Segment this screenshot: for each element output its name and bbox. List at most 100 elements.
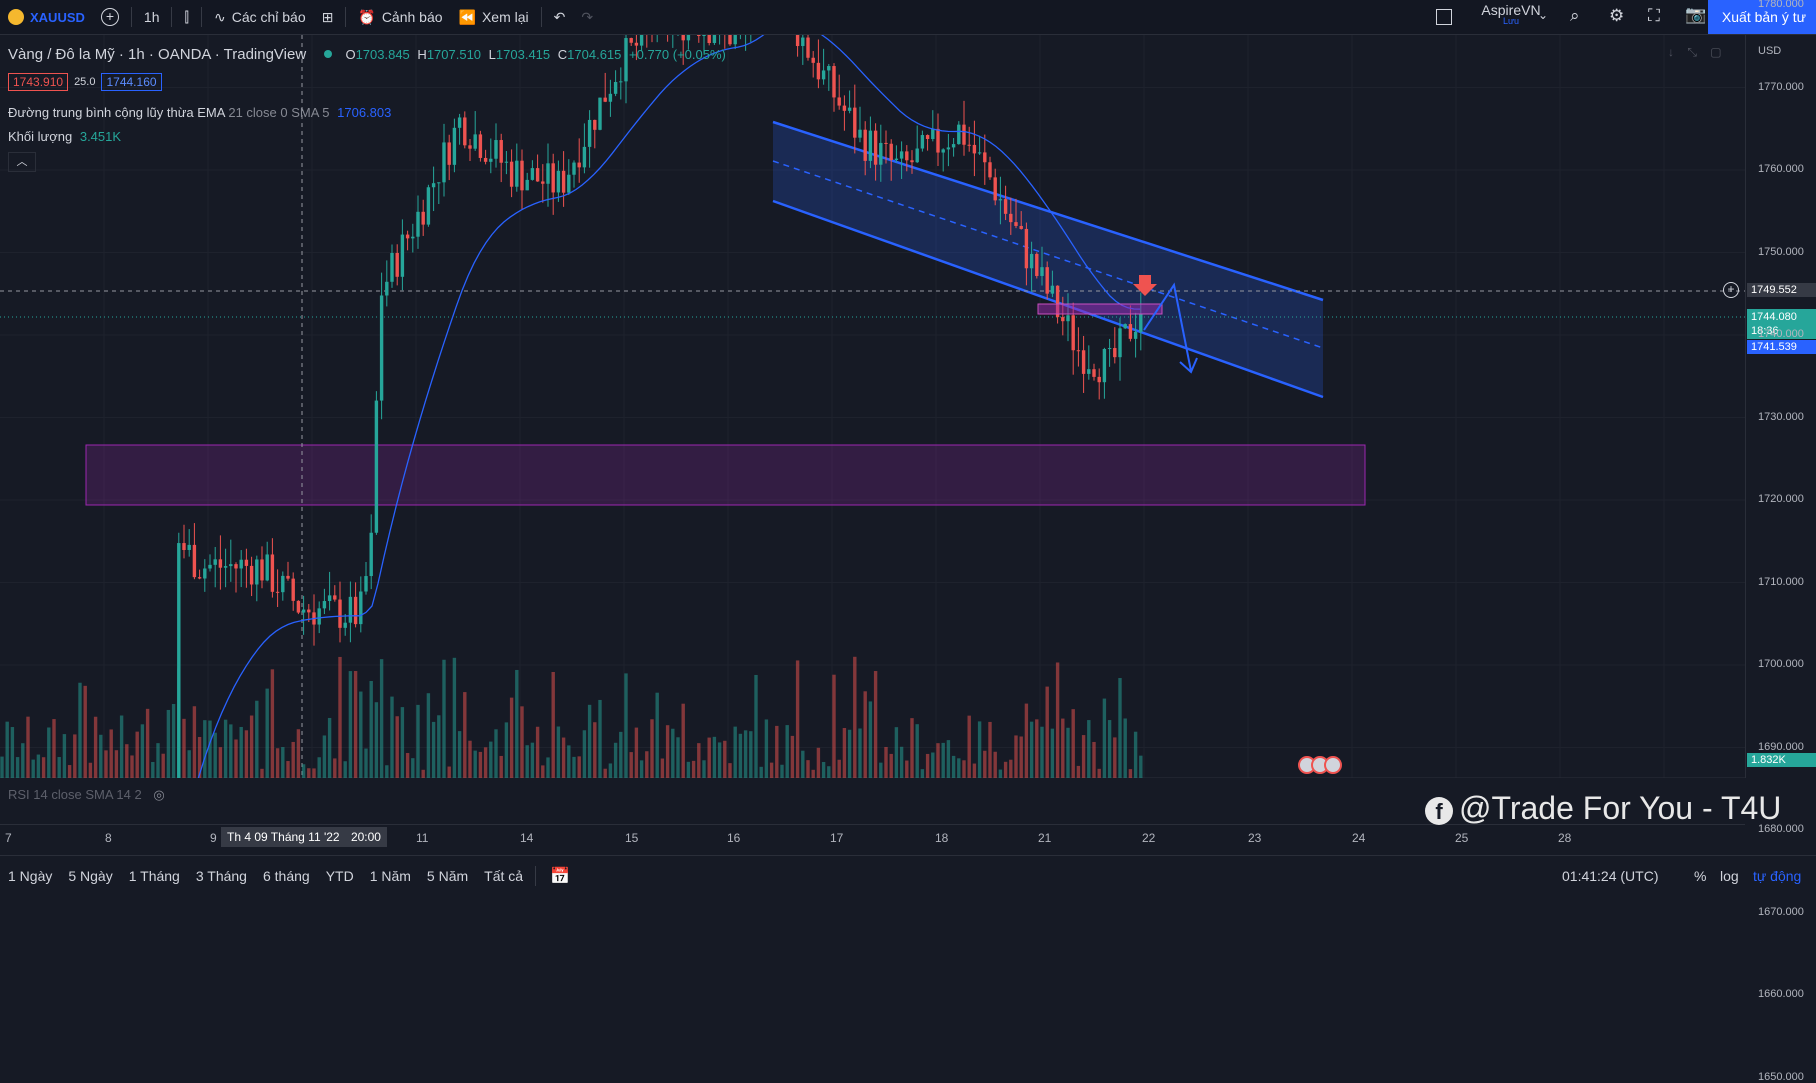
undo-button[interactable]: ↶ xyxy=(546,0,574,34)
candle-body xyxy=(265,554,269,581)
account-menu[interactable]: AspireVN Lưu xyxy=(1466,2,1556,26)
volume-bar xyxy=(1050,728,1055,778)
volume-bar xyxy=(743,730,748,778)
range-button[interactable]: 6 tháng xyxy=(262,868,310,884)
candle-body xyxy=(374,400,379,533)
volume-bar xyxy=(1009,759,1013,778)
price-axis[interactable]: USD 1749.552 1744.080 18:36 1741.539 1.8… xyxy=(1745,0,1816,1083)
candle-body xyxy=(322,601,327,609)
replay-button[interactable]: ⏪ Xem lại xyxy=(451,0,537,34)
range-button[interactable]: 5 Ngày xyxy=(68,868,113,884)
chart-pane[interactable]: Vàng / Đô la Mỹ · 1h · OANDA · TradingVi… xyxy=(0,35,1745,778)
volume-bar xyxy=(47,727,51,778)
gear-icon[interactable]: ⚙ xyxy=(1609,6,1625,25)
candle-body xyxy=(868,130,873,161)
volume-bar xyxy=(665,725,670,778)
log-toggle[interactable]: log xyxy=(1720,868,1739,884)
alert-button[interactable]: ⏰ Cảnh báo xyxy=(350,0,450,34)
buy-price-button[interactable]: 1744.160 xyxy=(101,73,162,91)
volume-bar xyxy=(925,753,930,778)
fullscreen-icon[interactable]: ⛶ xyxy=(1648,6,1660,25)
range-button[interactable]: 1 Tháng xyxy=(128,868,180,884)
chevron-down-icon[interactable]: ⌄ xyxy=(1538,8,1549,22)
range-button[interactable]: YTD xyxy=(325,868,354,884)
volume-bar xyxy=(52,719,56,778)
time-tick: 14 xyxy=(520,831,534,845)
layout-button[interactable]: ⊞ xyxy=(314,0,342,34)
volume-bar xyxy=(910,718,914,778)
grid-icon: ⊞ xyxy=(321,8,334,25)
symbol-selector[interactable]: XAUUSD xyxy=(0,0,93,34)
volume-bar xyxy=(530,742,535,778)
candle-body xyxy=(827,66,831,71)
candle-body xyxy=(546,163,550,184)
redo-button[interactable]: ↷ xyxy=(573,0,601,34)
volume-bar xyxy=(551,672,555,778)
range-button[interactable]: 5 Năm xyxy=(426,868,469,884)
volume-bar xyxy=(873,671,878,778)
time-tick: 8 xyxy=(105,831,112,845)
open-value: 1703.845 xyxy=(355,47,410,62)
percent-toggle[interactable]: % xyxy=(1694,868,1707,884)
volume-bar xyxy=(10,727,15,778)
utc-clock[interactable]: 01:41:24 (UTC) xyxy=(1562,868,1659,884)
indicators-button[interactable]: ∿ Các chỉ báo xyxy=(206,0,314,34)
candle-body xyxy=(504,161,509,163)
volume-bar xyxy=(837,759,841,778)
range-button[interactable]: Tất cả xyxy=(484,868,524,884)
arrow-down-icon[interactable]: ↓ xyxy=(1668,45,1674,59)
interval-button[interactable]: 1h xyxy=(136,0,168,34)
publish-button[interactable]: Xuất bản ý tư xyxy=(1707,0,1816,34)
chart-type-button[interactable]: ⫿ xyxy=(176,0,196,34)
volume-value: 3.451K xyxy=(79,129,122,144)
candle-body xyxy=(811,57,815,63)
volume-bar xyxy=(78,682,82,778)
compare-button[interactable]: + xyxy=(93,0,127,34)
volume-bar xyxy=(587,704,592,778)
candle-body xyxy=(1014,222,1018,226)
ema-legend[interactable]: Đường trung bình cộng lũy thừa EMA 21 cl… xyxy=(8,105,391,120)
volume-legend[interactable]: Khối lượng 3.451K xyxy=(8,129,121,144)
candle-body xyxy=(910,160,914,163)
time-tick: 22 xyxy=(1142,831,1156,845)
price-chart[interactable] xyxy=(0,35,1745,778)
time-axis[interactable]: Th 4 09 Tháng 11 '22 20:00 7 8 9 11 14 15 16 17… xyxy=(0,824,1745,849)
volume-bar xyxy=(317,757,321,778)
volume-bar xyxy=(104,750,108,778)
auto-toggle[interactable]: tự động xyxy=(1753,868,1802,884)
candle-body xyxy=(270,554,275,592)
currency-label[interactable]: USD xyxy=(1758,45,1782,57)
collapse-icon[interactable]: ⤡ xyxy=(1687,45,1697,59)
goto-date-icon[interactable]: 📅 xyxy=(550,868,570,885)
symbol-label: XAUUSD xyxy=(30,9,85,25)
rsi-legend[interactable]: RSI 14 close SMA 14 2 ◎ xyxy=(8,787,165,803)
layout-checkbox[interactable] xyxy=(1428,0,1460,34)
maximize-icon[interactable]: ▢ xyxy=(1710,45,1722,59)
volume-bar xyxy=(567,745,571,778)
price-tick: 1710.000 xyxy=(1758,575,1804,588)
candle-body xyxy=(920,135,925,149)
range-button[interactable]: 1 Năm xyxy=(369,868,411,884)
eye-off-icon[interactable]: ◎ xyxy=(153,787,165,802)
volume-bar xyxy=(525,745,529,778)
volume-bar xyxy=(957,758,961,778)
collapse-legend-button[interactable]: ︿ xyxy=(8,152,36,172)
search-icon[interactable]: ⌕ xyxy=(1570,6,1580,25)
volume-bar xyxy=(1076,765,1081,778)
close-label: C xyxy=(557,47,568,62)
sell-price-button[interactable]: 1743.910 xyxy=(8,73,69,91)
candle-body xyxy=(1029,253,1034,269)
candle-body xyxy=(1139,314,1143,332)
price-tick: 1770.000 xyxy=(1758,80,1804,93)
range-button[interactable]: 3 Tháng xyxy=(195,868,247,884)
camera-icon[interactable]: 📷 xyxy=(1685,5,1707,24)
range-button[interactable]: 1 Ngày xyxy=(8,868,53,884)
volume-bar xyxy=(759,766,763,778)
volume-bar xyxy=(390,696,394,778)
sell-arrow-icon xyxy=(1133,275,1157,296)
candle-body xyxy=(1009,213,1013,223)
volume-bar xyxy=(322,735,327,778)
volume-bar xyxy=(842,728,847,778)
add-alert-plus-icon[interactable]: + xyxy=(1723,282,1739,298)
ask-price-tag: 1741.539 xyxy=(1747,340,1816,354)
